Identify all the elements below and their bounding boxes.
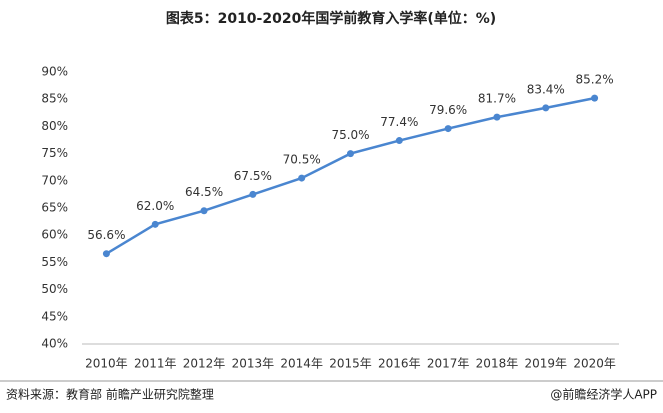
y-tick-label: 55%	[41, 255, 68, 269]
footer: @前瞻经济学人APP	[550, 387, 657, 402]
y-tick-label: 60%	[41, 228, 68, 242]
y-tick-label: 40%	[41, 337, 68, 351]
point	[542, 104, 550, 112]
x-tick-label: 2011年	[134, 357, 177, 371]
point	[444, 125, 452, 133]
value-label: 85.2%	[576, 73, 614, 87]
value-label: 64.5%	[185, 185, 223, 199]
x-tick-label: 2019年	[524, 357, 567, 371]
x-tick-label: 2015年	[329, 357, 372, 371]
value-label: 67.5%	[234, 169, 272, 183]
value-label: 56.6%	[87, 228, 125, 242]
point	[395, 137, 403, 145]
point	[347, 150, 354, 158]
value-label: 79.6%	[429, 103, 467, 117]
y-tick-label: 65%	[41, 201, 68, 215]
y-tick-label: 45%	[41, 309, 68, 323]
point	[102, 250, 110, 258]
source: 资料来源：教育部 前瞻产业研究院整理	[6, 387, 214, 402]
point	[591, 94, 599, 102]
x-tick-label: 2012年	[183, 357, 226, 371]
x-tick-label: 2018年	[476, 357, 519, 371]
x-tick-label: 2013年	[232, 357, 275, 371]
x-tick-label: 2017年	[427, 357, 470, 371]
y-tick-label: 80%	[41, 119, 68, 133]
value-label: 81.7%	[478, 92, 516, 106]
x-tick-label: 2020年	[573, 357, 616, 371]
y-tick-label: 50%	[41, 282, 68, 296]
x-tick-label: 2010年	[85, 357, 128, 371]
chart-title: 图表5：2010-2020年国学前教育入学率(单位：%)	[166, 10, 496, 27]
value-label: 70.5%	[283, 153, 321, 167]
y-tick-label: 85%	[41, 92, 68, 106]
point	[200, 207, 208, 215]
y-tick-label: 70%	[41, 173, 68, 187]
value-label: 75.0%	[331, 128, 369, 142]
point	[151, 220, 159, 228]
x-tick-label: 2014年	[280, 357, 323, 371]
value-label: 62.0%	[136, 199, 174, 213]
line	[105, 96, 595, 255]
y-tick-label: 90%	[41, 65, 68, 79]
point	[493, 113, 501, 121]
y-tick-label: 75%	[41, 146, 68, 160]
value-label: 83.4%	[527, 82, 565, 96]
value-label: 77.4%	[380, 115, 418, 129]
x-tick-label: 2016年	[378, 357, 421, 371]
point	[249, 190, 257, 198]
point	[298, 174, 306, 182]
